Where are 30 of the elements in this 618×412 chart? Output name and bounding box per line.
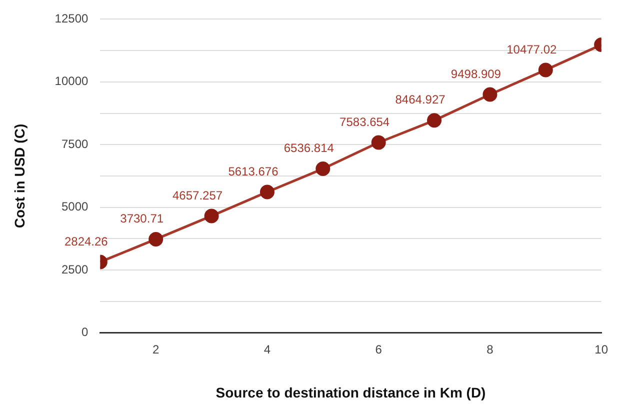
point xyxy=(316,162,330,176)
point xyxy=(371,135,386,150)
x-tick-label: 6 xyxy=(375,342,382,356)
x-tick-label: 8 xyxy=(486,342,494,356)
y-tick-label: 10000 xyxy=(54,74,88,88)
data-label: 8464.927 xyxy=(395,92,446,107)
data-label: 7583.654 xyxy=(340,114,390,129)
data-label: 4657.257 xyxy=(172,188,223,202)
y-axis-title: Cost in USD (C) xyxy=(11,124,28,228)
x-tick-label: 10 xyxy=(594,342,608,356)
x-axis-title: Source to destination distance in Km (D) xyxy=(216,384,486,400)
point xyxy=(204,208,219,224)
y-tick-label: 2500 xyxy=(61,262,88,276)
data-label: 9498.909 xyxy=(450,66,502,81)
point xyxy=(427,113,442,128)
y-tick-label: 12500 xyxy=(54,12,88,26)
x-tick-label: 2 xyxy=(152,342,160,356)
data-label: 10477.02 xyxy=(506,42,557,56)
y-tick-label: 7500 xyxy=(61,136,88,151)
data-label: 6536.814 xyxy=(284,141,334,156)
point xyxy=(482,87,498,102)
point xyxy=(148,232,164,246)
x-tick-label: 4 xyxy=(264,342,271,356)
data-label: 3730.71 xyxy=(120,212,164,226)
point xyxy=(260,184,274,200)
y-tick-label: 0 xyxy=(81,325,88,340)
data-label: 5613.676 xyxy=(228,164,279,178)
point xyxy=(538,62,553,78)
data-label: 2824.26 xyxy=(64,234,108,248)
y-tick-label: 5000 xyxy=(61,200,88,214)
